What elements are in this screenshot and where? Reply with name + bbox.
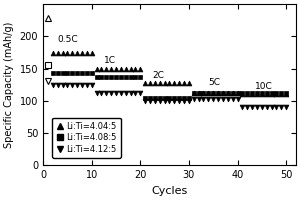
- Text: 10C: 10C: [254, 82, 272, 91]
- Text: 5C: 5C: [208, 78, 220, 87]
- Legend: Li:Ti=4.04:5, Li:Ti=4.08:5, Li:Ti=4.12:5: Li:Ti=4.04:5, Li:Ti=4.08:5, Li:Ti=4.12:5: [52, 118, 121, 158]
- Text: 2C: 2C: [152, 71, 164, 80]
- Text: 1C: 1C: [104, 56, 116, 65]
- Y-axis label: Specific Capacity (mAh/g): Specific Capacity (mAh/g): [4, 22, 14, 148]
- X-axis label: Cycles: Cycles: [151, 186, 188, 196]
- Text: 0.5C: 0.5C: [58, 35, 78, 44]
